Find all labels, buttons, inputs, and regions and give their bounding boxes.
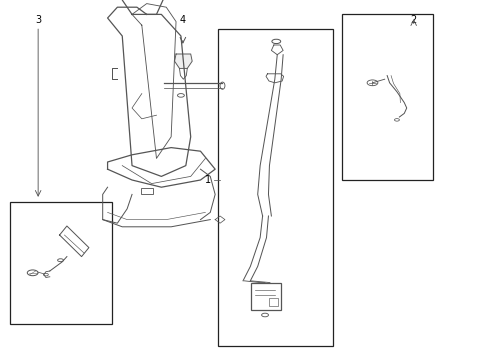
Text: 4: 4 — [180, 15, 185, 25]
Polygon shape — [174, 54, 192, 68]
Bar — [342, 14, 432, 180]
Bar — [217, 29, 332, 346]
Text: 3: 3 — [35, 15, 41, 25]
Bar — [141, 188, 152, 194]
Text: 1: 1 — [204, 175, 211, 185]
Bar — [251, 283, 280, 310]
Text: 2: 2 — [410, 15, 416, 25]
Bar — [10, 202, 112, 324]
Bar — [268, 298, 277, 306]
